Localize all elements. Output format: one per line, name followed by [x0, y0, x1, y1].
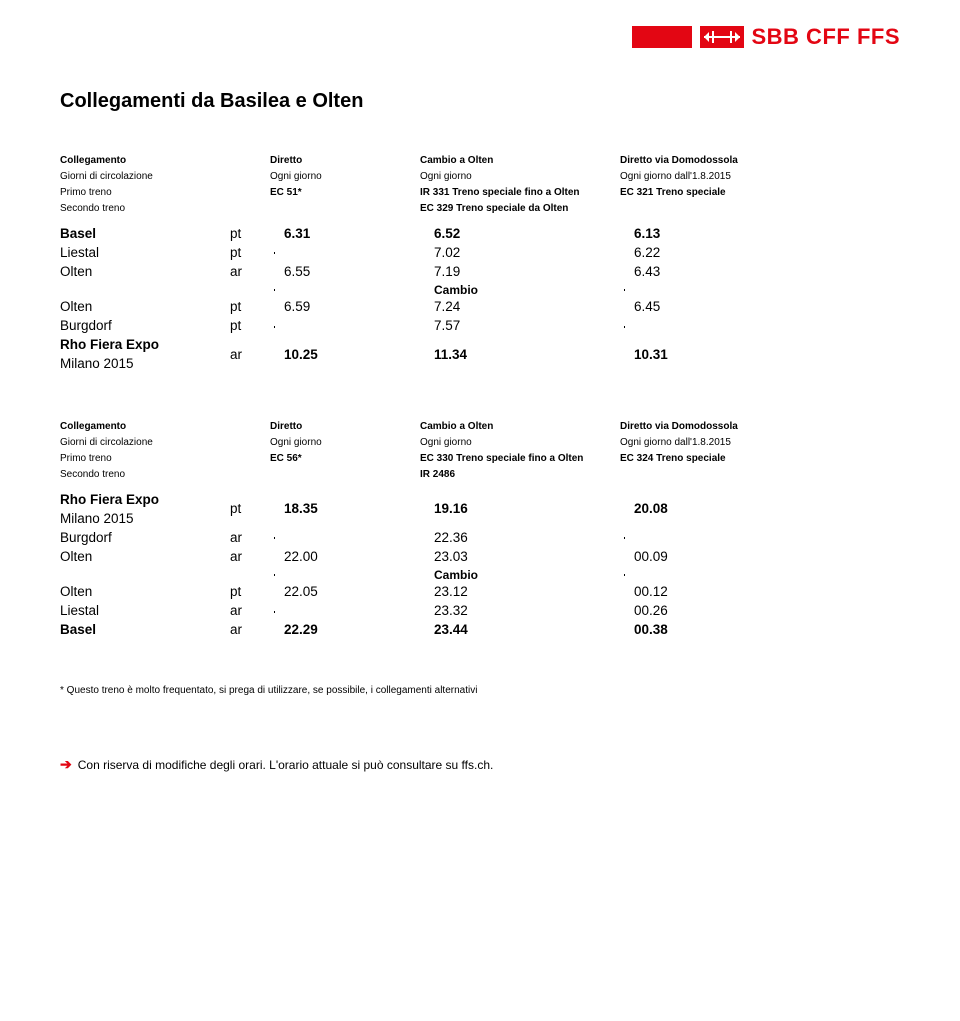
arrow-icon: ➔	[60, 756, 72, 773]
brand-text: SBB CFF FFS	[752, 24, 901, 50]
red-block	[632, 26, 692, 48]
page-title: Collegamenti da Basilea e Olten	[60, 90, 900, 113]
footer-note: ➔ Con riserva di modifiche degli orari. …	[60, 756, 900, 773]
footnote: * Questo treno è molto frequentato, si p…	[60, 685, 900, 696]
timetable-2-header: Collegamento Diretto Cambio a Olten Dire…	[60, 419, 900, 483]
timetable-1-header: Collegamento Diretto Cambio a Olten Dire…	[60, 153, 900, 217]
timetable-2: Collegamento Diretto Cambio a Olten Dire…	[60, 419, 900, 640]
sbb-cross-icon	[700, 26, 744, 48]
timetable-2-body: Rho Fiera ExpoMilano 2015 pt 18.35 19.16…	[60, 491, 900, 640]
footer-text: Con riserva di modifiche degli orari. L'…	[78, 758, 494, 772]
timetable-1-body: Basel pt 6.31 6.52 6.13Liestal pt 7.02 6…	[60, 225, 900, 374]
brand-logo: SBB CFF FFS	[632, 24, 901, 50]
timetable-1: Collegamento Diretto Cambio a Olten Dire…	[60, 153, 900, 374]
